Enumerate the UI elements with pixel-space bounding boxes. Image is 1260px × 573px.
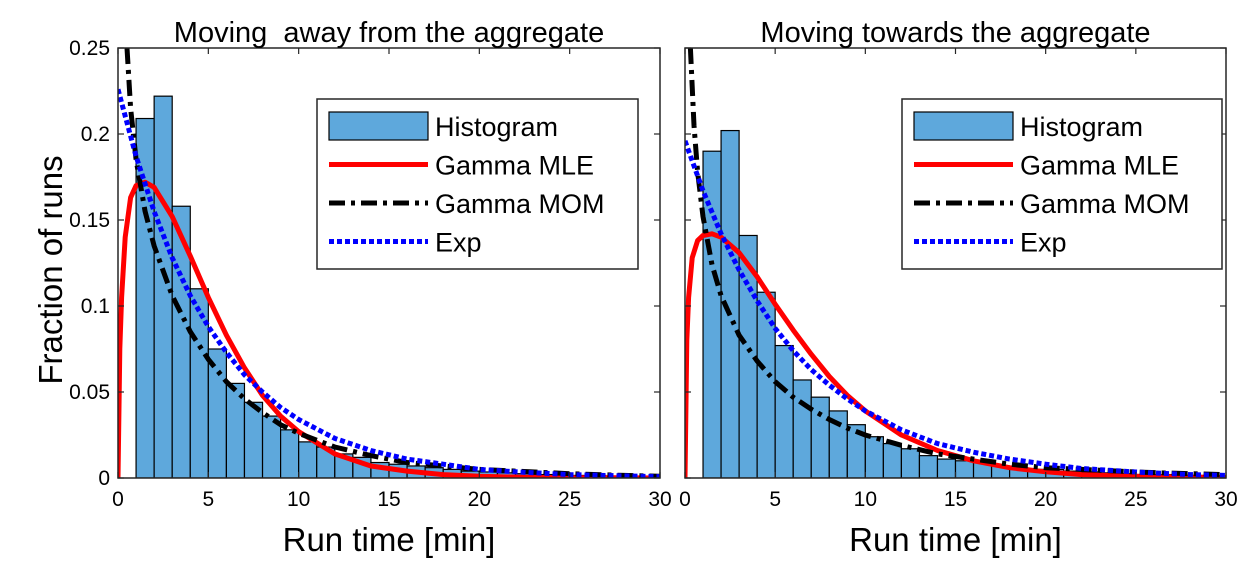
panel-right: 0 5 10 15 20 25 30 Moving towards the aggregate… <box>679 17 1238 558</box>
x-tick-label: 0 <box>112 488 124 511</box>
histogram-bar <box>792 379 812 478</box>
y-axis-label: Fraction of runs <box>32 155 69 384</box>
histogram-bar <box>243 401 264 478</box>
legend-entry-label: Histogram <box>1020 112 1143 142</box>
histogram-bar <box>936 458 957 478</box>
legend-entry-label: Exp <box>435 228 482 258</box>
histogram-bar <box>882 443 902 478</box>
x-axis-label: Run time [min] <box>849 521 1062 558</box>
histogram-bar <box>954 460 975 478</box>
y-tick-label: 0 <box>98 467 110 490</box>
x-tick-label: 10 <box>287 488 310 511</box>
x-tick-label: 20 <box>1034 488 1057 511</box>
x-tick-label: 15 <box>944 488 967 511</box>
legend-entry-label: Exp <box>1020 228 1067 258</box>
histogram-bar <box>918 455 939 478</box>
x-tick-label: 10 <box>854 488 877 511</box>
x-tick-label: 20 <box>468 488 491 511</box>
chart-title: Moving away from the aggregate <box>174 17 604 49</box>
legend-swatch-histogram <box>913 111 1014 141</box>
y-tick-label: 0.25 <box>69 37 110 60</box>
histogram-bar <box>135 117 155 478</box>
x-tick-label: 5 <box>202 488 214 511</box>
histogram-bar <box>153 95 173 478</box>
histogram-bar <box>207 348 227 478</box>
histogram-bar <box>189 288 209 478</box>
histogram-bar <box>298 441 318 478</box>
histogram-bar <box>774 344 794 478</box>
legend-entry-label: Histogram <box>435 112 558 142</box>
x-tick-label: 30 <box>1214 488 1237 511</box>
x-tick-label: 0 <box>679 488 691 511</box>
exp-curve <box>118 88 660 478</box>
x-tick-label: 5 <box>769 488 781 511</box>
legend-swatch-histogram <box>328 111 429 141</box>
histogram-bar <box>864 436 884 478</box>
y-tick-label: 0.1 <box>81 295 110 318</box>
legend-entry-label: Gamma MLE <box>435 151 594 181</box>
legend-entry-label: Gamma MLE <box>1020 151 1179 181</box>
exp-curve <box>685 140 1226 478</box>
gamma-mom-curve <box>687 48 1226 478</box>
y-tick-label: 0.2 <box>81 123 110 146</box>
histogram-bar <box>280 429 300 478</box>
chart-title: Moving towards the aggregate <box>760 17 1150 49</box>
gamma-mle-curve <box>685 231 1226 478</box>
x-tick-label: 25 <box>1124 488 1147 511</box>
x-axis-label: Run time [min] <box>283 521 496 558</box>
x-tick-label: 15 <box>377 488 400 511</box>
panel-left: 0 5 10 15 20 25 30 0 0.05 0.1 0.15 0.2 0.25 Moving aw… <box>69 17 672 558</box>
legend-entry-label: Gamma MOM <box>435 189 605 219</box>
legend: Histogram Gamma MLE Gamma MOM Exp <box>316 98 639 270</box>
y-tick-label: 0.15 <box>69 209 110 232</box>
x-tick-label: 30 <box>648 488 671 511</box>
histogram-bar <box>900 448 921 478</box>
x-tick-label: 25 <box>558 488 581 511</box>
legend: Histogram Gamma MLE Gamma MOM Exp <box>901 98 1223 270</box>
histogram-bar <box>810 396 830 478</box>
plot-area <box>118 48 660 478</box>
legend-entry-label: Gamma MOM <box>1020 189 1190 219</box>
plot-area <box>685 48 1226 478</box>
histogram-bar <box>702 150 722 478</box>
y-tick-label: 0.05 <box>69 381 110 404</box>
